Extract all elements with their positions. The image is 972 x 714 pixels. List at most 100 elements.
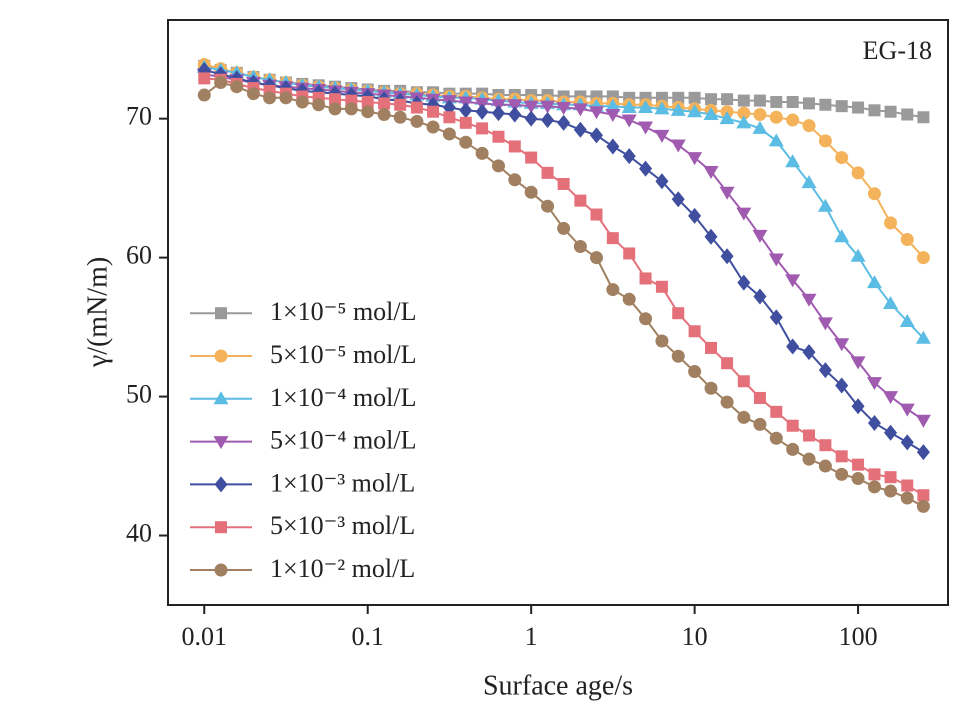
data-point	[688, 365, 702, 379]
data-point	[802, 119, 816, 133]
data-point	[835, 100, 848, 113]
data-point	[572, 103, 588, 117]
data-point	[671, 191, 685, 208]
legend-label: 1×10⁻² mol/L	[270, 554, 415, 583]
y-tick-label: 50	[126, 380, 152, 409]
data-point	[475, 103, 489, 120]
data-point	[574, 194, 587, 207]
annotation: EG-18	[863, 36, 932, 65]
x-tick-label: 0.01	[182, 622, 228, 651]
x-tick-label: 10	[682, 622, 708, 651]
data-point	[672, 307, 685, 320]
data-point	[622, 292, 636, 306]
data-point	[786, 113, 800, 127]
data-point	[768, 133, 784, 147]
data-point	[884, 105, 897, 118]
data-point	[818, 459, 832, 473]
data-point	[491, 159, 505, 173]
data-point	[197, 88, 211, 102]
data-point	[720, 248, 734, 265]
data-point	[525, 151, 538, 164]
data-point	[655, 173, 669, 190]
y-axis-label: γ/(mN/m)	[82, 257, 113, 368]
data-point	[556, 102, 572, 116]
data-point	[835, 467, 849, 481]
data-point	[442, 127, 456, 141]
data-point	[654, 101, 670, 115]
data-point	[704, 228, 718, 245]
plot-frame	[167, 19, 949, 606]
data-point	[801, 175, 817, 189]
legend-marker	[213, 391, 229, 405]
data-point	[688, 325, 701, 338]
data-point	[246, 87, 260, 101]
legend-label: 1×10⁻³ mol/L	[270, 468, 415, 497]
data-point	[605, 108, 621, 122]
data-point	[917, 489, 930, 502]
data-point	[901, 108, 914, 121]
data-point	[851, 398, 865, 415]
legend-label: 5×10⁻⁴ mol/L	[270, 426, 417, 455]
data-point	[312, 98, 326, 112]
data-point	[541, 166, 554, 179]
data-point	[214, 76, 228, 90]
data-point	[459, 116, 472, 129]
data-point	[508, 173, 522, 187]
legend-marker	[215, 307, 227, 320]
data-point	[557, 114, 571, 131]
data-point	[672, 91, 685, 104]
data-point	[459, 102, 473, 119]
data-point	[899, 314, 915, 328]
data-point	[688, 207, 702, 224]
data-point	[377, 107, 391, 121]
data-point	[835, 377, 849, 394]
data-point	[917, 111, 930, 124]
data-point	[230, 80, 244, 94]
data-point	[638, 100, 654, 114]
legend-marker	[214, 476, 228, 493]
data-point	[883, 391, 899, 405]
data-point	[670, 139, 686, 153]
data-point	[508, 140, 521, 153]
data-point	[606, 138, 620, 155]
data-point	[279, 91, 293, 105]
data-point	[867, 187, 881, 201]
data-point	[852, 458, 865, 471]
data-point	[378, 97, 391, 110]
data-point	[737, 375, 750, 388]
data-point	[737, 106, 751, 120]
data-point	[786, 419, 799, 432]
data-point	[410, 101, 423, 114]
data-point	[639, 272, 652, 285]
data-point	[655, 334, 669, 348]
data-point	[704, 381, 718, 395]
x-tick-label: 1	[525, 622, 538, 651]
data-point	[785, 274, 801, 288]
data-point	[589, 127, 603, 144]
data-point	[621, 100, 637, 114]
data-point	[900, 233, 914, 247]
data-point	[198, 72, 211, 85]
data-point	[639, 160, 653, 177]
data-point	[605, 98, 621, 112]
data-point	[819, 98, 832, 111]
data-point	[703, 106, 719, 120]
data-point	[557, 221, 571, 235]
data-point	[753, 94, 766, 107]
data-point	[916, 444, 930, 461]
data-point	[361, 95, 374, 108]
data-point	[834, 338, 850, 352]
data-point	[491, 105, 505, 122]
data-point	[590, 208, 603, 221]
data-point	[915, 330, 931, 344]
data-point	[687, 152, 703, 166]
data-point	[851, 166, 865, 180]
data-point	[785, 154, 801, 168]
data-point	[769, 431, 783, 445]
x-axis-label: Surface age/s	[483, 670, 633, 701]
data-point	[803, 97, 816, 110]
data-point	[868, 468, 881, 481]
data-point	[263, 91, 277, 105]
data-point	[328, 102, 342, 116]
